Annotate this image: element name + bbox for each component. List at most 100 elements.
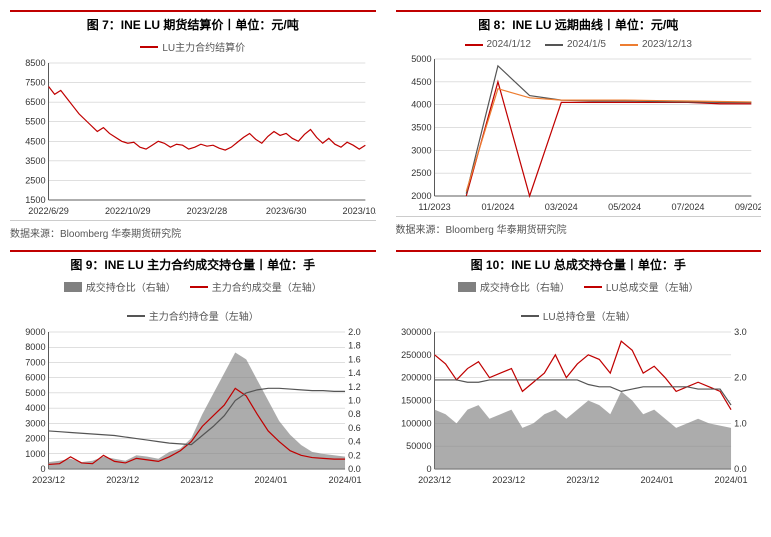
svg-text:4500: 4500 bbox=[411, 77, 431, 87]
legend-swatch-line bbox=[545, 44, 563, 46]
svg-text:2023/6/30: 2023/6/30 bbox=[266, 206, 307, 216]
svg-text:7000: 7000 bbox=[25, 358, 45, 368]
source-label: 数据来源：Bloomberg 华泰期货研究院 bbox=[396, 216, 762, 236]
svg-text:9000: 9000 bbox=[25, 327, 45, 337]
legend-swatch-area bbox=[458, 282, 476, 292]
svg-text:2023/12: 2023/12 bbox=[32, 475, 65, 485]
svg-text:2022/6/29: 2022/6/29 bbox=[28, 206, 69, 216]
svg-text:0.4: 0.4 bbox=[348, 437, 361, 447]
svg-text:0.0: 0.0 bbox=[734, 464, 747, 474]
svg-text:2.0: 2.0 bbox=[348, 327, 361, 337]
legend-label: 2024/1/5 bbox=[567, 39, 606, 50]
svg-text:8000: 8000 bbox=[25, 342, 45, 352]
svg-text:2023/12: 2023/12 bbox=[180, 475, 213, 485]
svg-text:6000: 6000 bbox=[25, 373, 45, 383]
svg-text:0.6: 0.6 bbox=[348, 423, 361, 433]
chart-canvas: 0 1000 2000 3000 4000 5000 6000 7000 8000 9000 0.0… bbox=[10, 327, 376, 487]
legend-label: 2023/12/13 bbox=[642, 39, 692, 50]
svg-text:2024/01: 2024/01 bbox=[640, 475, 673, 485]
legend-swatch-line bbox=[140, 46, 158, 48]
svg-text:2023/10/31: 2023/10/31 bbox=[343, 206, 376, 216]
legend-swatch-line bbox=[127, 315, 145, 317]
svg-text:0: 0 bbox=[40, 464, 45, 474]
chart-title: 图 7：INE LU 期货结算价丨单位：元/吨 bbox=[10, 10, 376, 37]
svg-text:2023/12: 2023/12 bbox=[418, 475, 451, 485]
legend-item: 2024/1/12 bbox=[465, 39, 532, 50]
svg-text:2022/10/29: 2022/10/29 bbox=[105, 206, 151, 216]
chart-title: 图 9：INE LU 主力合约成交持仓量丨单位：手 bbox=[10, 250, 376, 277]
svg-text:4500: 4500 bbox=[25, 136, 45, 146]
legend-item: 2024/1/5 bbox=[545, 39, 606, 50]
legend: 成交持仓比（右轴） LU总成交量（左轴） LU总持仓量（左轴） bbox=[396, 277, 762, 327]
svg-text:1000: 1000 bbox=[25, 449, 45, 459]
svg-text:2.0: 2.0 bbox=[734, 373, 747, 383]
svg-text:2023/12: 2023/12 bbox=[106, 475, 139, 485]
legend-label: 主力合约成交量（左轴） bbox=[212, 279, 322, 294]
legend-label: 2024/1/12 bbox=[487, 39, 532, 50]
chart-9: 图 9：INE LU 主力合约成交持仓量丨单位：手 成交持仓比（右轴） 主力合约成… bbox=[10, 250, 376, 487]
svg-text:5000: 5000 bbox=[411, 54, 431, 64]
source-label: 数据来源：Bloomberg 华泰期货研究院 bbox=[10, 220, 376, 240]
chart-7: 图 7：INE LU 期货结算价丨单位：元/吨 LU主力合约结算价 150025… bbox=[10, 10, 376, 240]
chart-title: 图 10：INE LU 总成交持仓量丨单位：手 bbox=[396, 250, 762, 277]
svg-text:5500: 5500 bbox=[25, 117, 45, 127]
svg-text:4000: 4000 bbox=[411, 100, 431, 110]
svg-text:5000: 5000 bbox=[25, 388, 45, 398]
legend-label: 成交持仓比（右轴） bbox=[480, 279, 570, 294]
svg-text:6500: 6500 bbox=[25, 97, 45, 107]
legend-swatch-line bbox=[521, 315, 539, 317]
svg-text:1.0: 1.0 bbox=[348, 396, 361, 406]
svg-text:3500: 3500 bbox=[411, 123, 431, 133]
svg-text:3000: 3000 bbox=[411, 145, 431, 155]
legend-item: 2023/12/13 bbox=[620, 39, 692, 50]
legend-swatch-line bbox=[620, 44, 638, 46]
svg-text:11/2023: 11/2023 bbox=[418, 202, 450, 212]
legend-swatch-line bbox=[465, 44, 483, 46]
chart-8: 图 8：INE LU 远期曲线丨单位：元/吨 2024/1/122024/1/5… bbox=[396, 10, 762, 240]
svg-text:0: 0 bbox=[426, 464, 431, 474]
svg-text:03/2024: 03/2024 bbox=[544, 202, 577, 212]
svg-text:50000: 50000 bbox=[406, 441, 431, 451]
svg-text:2000: 2000 bbox=[411, 191, 431, 201]
svg-text:0.2: 0.2 bbox=[348, 450, 361, 460]
svg-text:05/2024: 05/2024 bbox=[608, 202, 641, 212]
legend-swatch-area bbox=[64, 282, 82, 292]
legend-item: 成交持仓比（右轴） bbox=[64, 279, 176, 294]
svg-text:250000: 250000 bbox=[401, 350, 431, 360]
legend-item: LU主力合约结算价 bbox=[140, 39, 245, 54]
svg-text:2023/2/28: 2023/2/28 bbox=[187, 206, 228, 216]
svg-text:0.0: 0.0 bbox=[348, 464, 361, 474]
legend-label: 成交持仓比（右轴） bbox=[86, 279, 176, 294]
svg-text:0.8: 0.8 bbox=[348, 409, 361, 419]
svg-text:3000: 3000 bbox=[25, 418, 45, 428]
svg-text:09/2024: 09/2024 bbox=[734, 202, 761, 212]
legend-item: 主力合约成交量（左轴） bbox=[190, 279, 322, 294]
legend-item: LU总成交量（左轴） bbox=[584, 279, 699, 294]
svg-text:150000: 150000 bbox=[401, 396, 431, 406]
svg-text:2500: 2500 bbox=[411, 168, 431, 178]
legend-item: 主力合约持仓量（左轴） bbox=[127, 308, 259, 323]
legend-swatch-line bbox=[584, 286, 602, 288]
svg-text:2500: 2500 bbox=[25, 175, 45, 185]
legend-label: LU主力合约结算价 bbox=[162, 39, 245, 54]
legend-label: LU总成交量（左轴） bbox=[606, 279, 699, 294]
svg-text:300000: 300000 bbox=[401, 327, 431, 337]
chart-canvas: 150025003500450055006500750085002022/6/2… bbox=[10, 58, 376, 218]
svg-text:7500: 7500 bbox=[25, 78, 45, 88]
svg-text:2000: 2000 bbox=[25, 434, 45, 444]
svg-text:200000: 200000 bbox=[401, 373, 431, 383]
legend-label: 主力合约持仓量（左轴） bbox=[149, 308, 259, 323]
legend-label: LU总持仓量（左轴） bbox=[543, 308, 636, 323]
svg-text:3500: 3500 bbox=[25, 156, 45, 166]
chart-canvas: 0500001000001500002000002500003000000.01… bbox=[396, 327, 762, 487]
svg-text:4000: 4000 bbox=[25, 403, 45, 413]
legend-swatch-line bbox=[190, 286, 208, 288]
svg-text:1.6: 1.6 bbox=[348, 354, 361, 364]
svg-text:8500: 8500 bbox=[25, 58, 45, 68]
svg-text:2024/01: 2024/01 bbox=[714, 475, 747, 485]
svg-text:1.4: 1.4 bbox=[348, 368, 361, 378]
legend-item: LU总持仓量（左轴） bbox=[521, 308, 636, 323]
chart-canvas: 200025003000350040004500500011/202301/20… bbox=[396, 54, 762, 214]
legend: 成交持仓比（右轴） 主力合约成交量（左轴） 主力合约持仓量（左轴） bbox=[10, 277, 376, 327]
svg-text:1.2: 1.2 bbox=[348, 382, 361, 392]
